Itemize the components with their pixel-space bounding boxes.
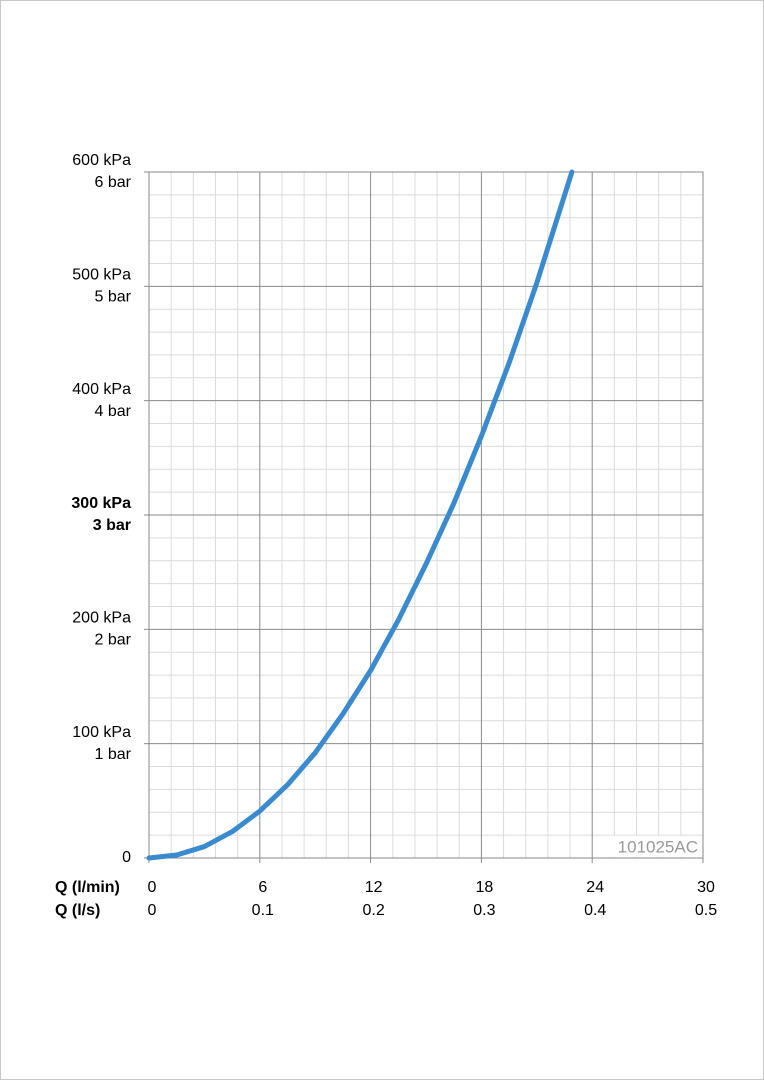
x2-tick-label: 0.2 bbox=[362, 902, 384, 919]
y2-tick-label: 1 bar bbox=[95, 746, 132, 763]
x2-tick-label: 0.1 bbox=[252, 902, 274, 919]
x2-tick-label: 0.4 bbox=[584, 902, 606, 919]
y2-tick-label: 2 bar bbox=[95, 632, 132, 649]
y-tick-label: 100 kPa bbox=[72, 724, 131, 741]
x-tick-label: 6 bbox=[258, 879, 267, 896]
x-tick-label: 30 bbox=[697, 879, 715, 896]
y-tick-label: 0 bbox=[122, 849, 131, 866]
x-tick-label: 12 bbox=[365, 879, 383, 896]
y-tick-label: 500 kPa bbox=[72, 267, 131, 284]
plot-frame bbox=[148, 171, 704, 859]
y2-tick-label: 4 bar bbox=[95, 403, 132, 420]
y-tick-label: 300 kPa bbox=[71, 495, 131, 512]
line-series bbox=[146, 169, 575, 861]
x2-tick-label: 0 bbox=[148, 902, 157, 919]
x2-tick-label: 0.3 bbox=[473, 902, 495, 919]
y-tick-label: 600 kPa bbox=[72, 152, 131, 169]
x2-tick-label: 0.5 bbox=[695, 902, 717, 919]
y-tick-label: 400 kPa bbox=[72, 381, 131, 398]
x-tick-label: 24 bbox=[586, 879, 604, 896]
annotation-bg bbox=[606, 836, 701, 857]
y2-tick-label: 6 bar bbox=[95, 174, 132, 191]
x2-axis-label: Q (l/s) bbox=[55, 902, 100, 919]
annotation: 101025AC bbox=[618, 837, 698, 856]
y2-tick-label: 5 bar bbox=[95, 289, 132, 306]
y2-tick-label: 3 bar bbox=[93, 517, 131, 534]
x-axis-label: Q (l/min) bbox=[55, 879, 120, 896]
y-tick-label: 200 kPa bbox=[72, 610, 131, 627]
x-tick-label: 0 bbox=[148, 879, 157, 896]
x-tick-label: 18 bbox=[476, 879, 494, 896]
